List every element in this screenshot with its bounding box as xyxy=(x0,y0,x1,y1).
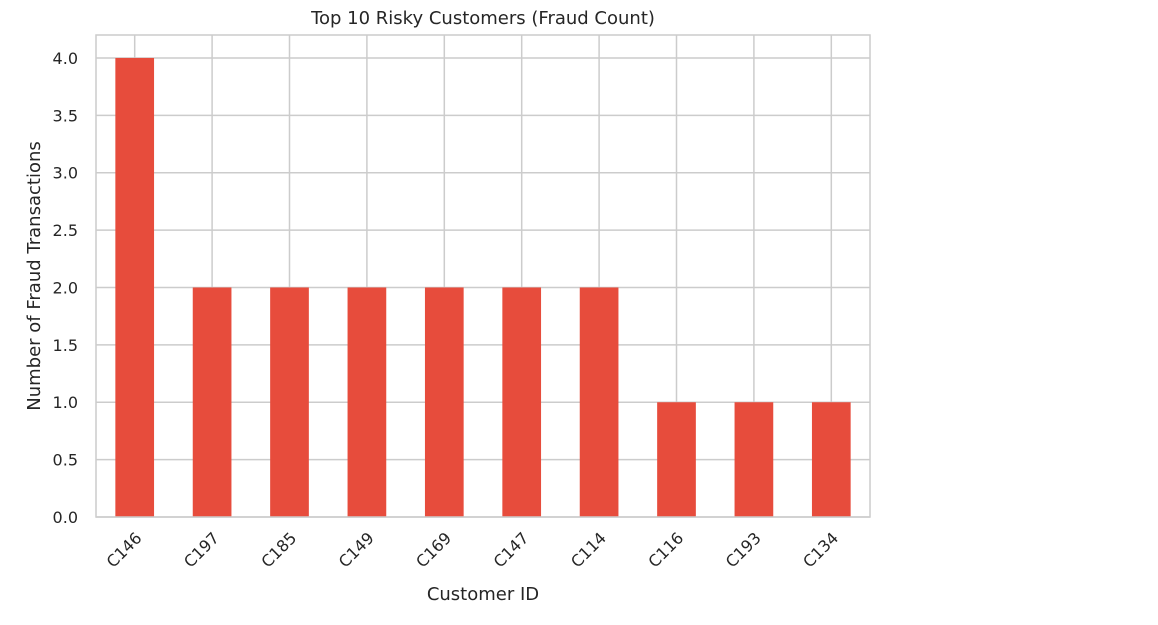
y-tick-label: 1.5 xyxy=(53,336,78,355)
y-tick-label: 2.5 xyxy=(53,221,78,240)
x-tick-label: C146 xyxy=(103,528,146,571)
x-tick-labels: C146 C197 C185 C149 C169 C147 C114 C116 C193 C134 xyxy=(103,528,843,571)
x-tick-label: C197 xyxy=(180,528,223,571)
bar-c134 xyxy=(811,402,851,517)
bar-c146 xyxy=(115,57,155,517)
y-tick-label: 0.5 xyxy=(53,451,78,470)
bar-c116 xyxy=(657,402,696,517)
x-tick-label: C169 xyxy=(412,528,455,571)
bar-c114 xyxy=(579,287,619,517)
x-axis-title: Customer ID xyxy=(427,584,539,605)
bar-c193 xyxy=(734,402,774,517)
y-tick-label: 1.0 xyxy=(53,393,78,412)
plot-frame xyxy=(95,34,871,518)
x-tick-label: C193 xyxy=(722,528,765,571)
x-tick-label: C185 xyxy=(257,528,300,571)
y-axis-title: Number of Fraud Transactions xyxy=(24,141,45,410)
y-tick-labels: 0.0 0.5 1.0 1.5 2.0 2.5 3.0 3.5 4.0 xyxy=(53,49,78,527)
x-tick-label: C134 xyxy=(799,528,842,571)
y-tick-label: 3.0 xyxy=(53,164,78,183)
y-tick-label: 3.5 xyxy=(53,106,78,125)
bar-c149 xyxy=(347,287,387,517)
bar-c185 xyxy=(270,287,309,517)
x-tick-label: C114 xyxy=(567,528,610,571)
y-tick-label: 2.0 xyxy=(53,278,78,297)
bar-c197 xyxy=(192,287,232,517)
bar-c147 xyxy=(502,287,542,517)
x-tick-label: C116 xyxy=(644,528,687,571)
bar-c169 xyxy=(424,287,464,517)
x-tick-label: C149 xyxy=(335,528,378,571)
bars xyxy=(115,57,851,517)
y-tick-label: 0.0 xyxy=(53,508,78,527)
x-tick-label: C147 xyxy=(490,528,533,571)
chart-title: Top 10 Risky Customers (Fraud Count) xyxy=(310,8,655,29)
y-tick-label: 4.0 xyxy=(53,49,78,68)
